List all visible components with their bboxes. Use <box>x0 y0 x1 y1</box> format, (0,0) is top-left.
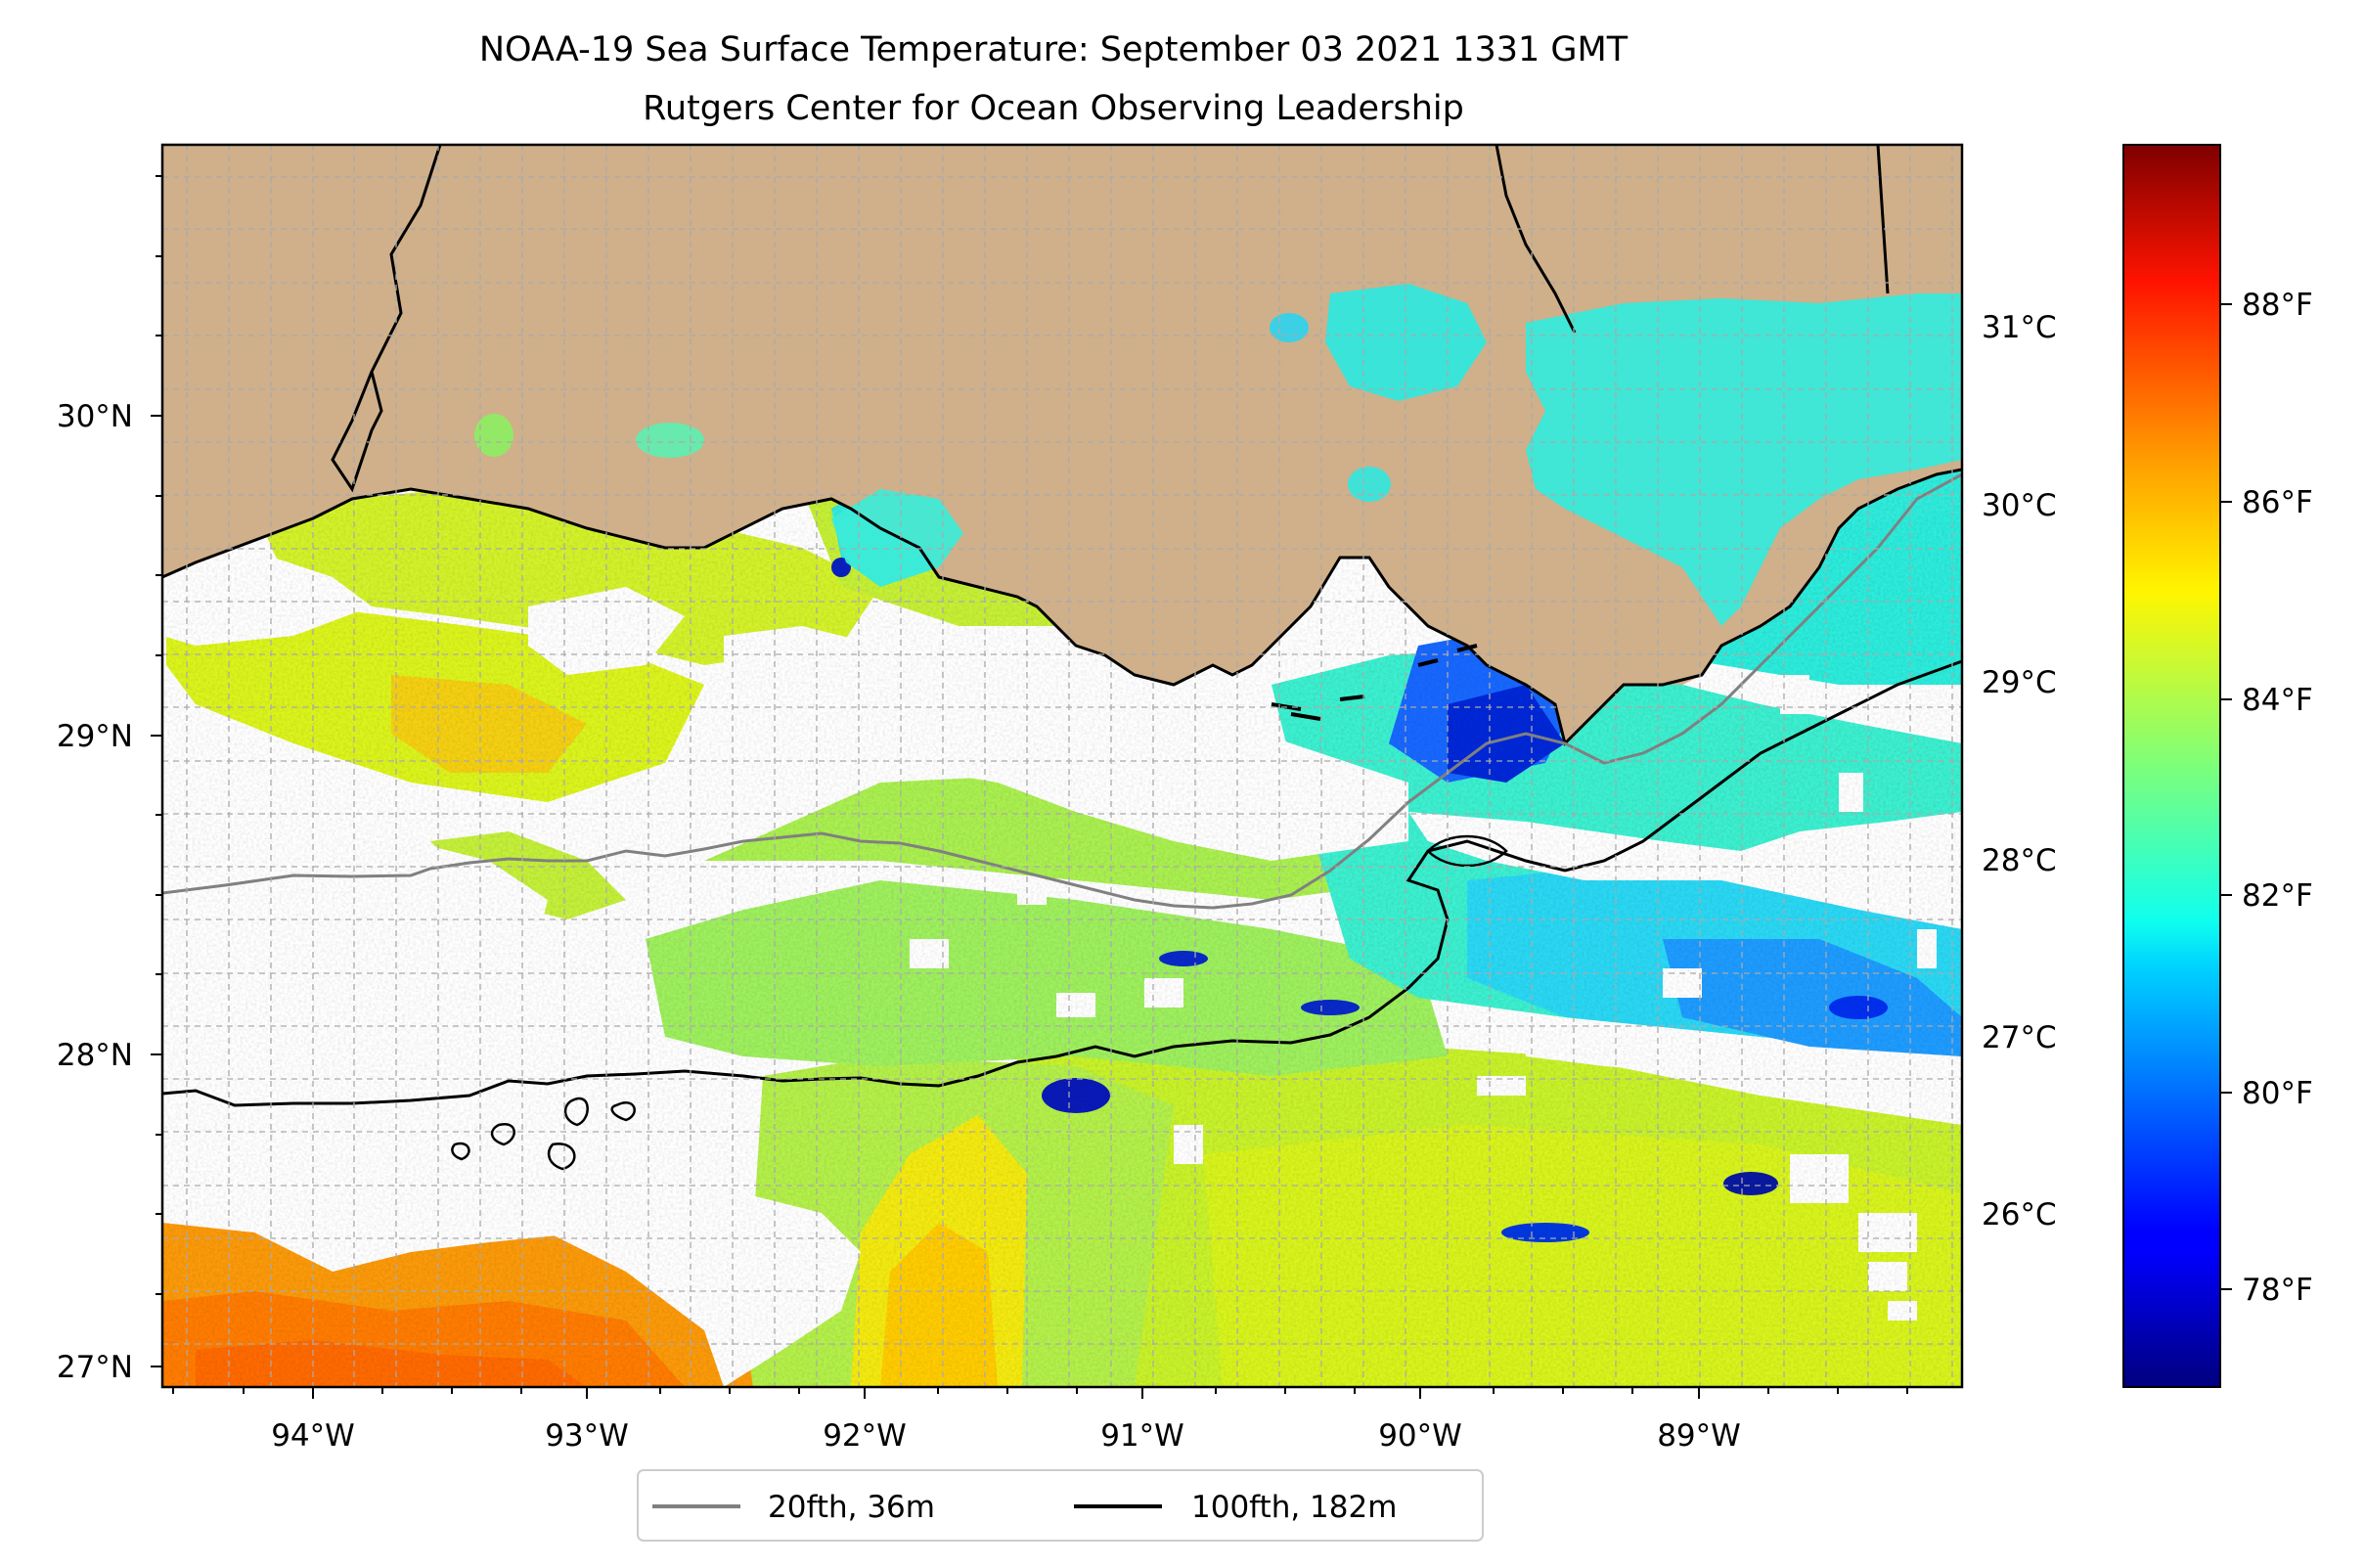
lon-label: 93°W <box>545 1418 629 1454</box>
legend-label-20fth: 20fth, 36m <box>768 1490 935 1525</box>
lat-label: 27°N <box>57 1350 133 1385</box>
state-border <box>1495 145 1577 334</box>
lon-label: 90°W <box>1378 1418 1462 1454</box>
chart-title: NOAA-19 Sea Surface Temperature: Septemb… <box>479 30 1629 69</box>
legend: 20fth, 36m 100fth, 182m <box>637 1469 1484 1542</box>
legend-box <box>637 1469 1484 1542</box>
lat-labels: 30°N 29°N 28°N 27°N <box>57 399 133 1385</box>
coastline <box>162 468 1962 746</box>
chart-subtitle: Rutgers Center for Ocean Observing Leade… <box>643 89 1464 128</box>
lat-ticks <box>151 175 162 1367</box>
lon-label: 92°W <box>823 1418 907 1454</box>
lon-ticks <box>172 1387 1908 1399</box>
celsius-label: 31°C <box>1982 310 2057 345</box>
celsius-label: 26°C <box>1982 1197 2057 1232</box>
land-coast <box>162 145 1962 743</box>
lon-label: 89°W <box>1657 1418 1741 1454</box>
lat-label: 30°N <box>57 399 133 434</box>
legend-label-100fth: 100fth, 182m <box>1191 1490 1397 1525</box>
colorbar-label: 82°F <box>2242 878 2313 914</box>
celsius-label: 27°C <box>1982 1020 2057 1055</box>
isobath-100fth <box>162 659 1962 1107</box>
chandeleur-sound <box>1526 293 1962 626</box>
isobath-20fth <box>162 472 1962 910</box>
state-border-ms <box>1876 145 1890 294</box>
colorbar-label: 88°F <box>2242 288 2313 323</box>
calcasieu-lake <box>474 414 513 457</box>
map-area <box>162 145 1962 1387</box>
colorbar-label: 84°F <box>2242 683 2313 718</box>
map-frame <box>160 143 1964 1389</box>
lat-label: 29°N <box>57 719 133 754</box>
colorbar-label: 78°F <box>2242 1273 2313 1308</box>
sabine-river <box>331 145 442 493</box>
lat-label: 28°N <box>57 1038 133 1073</box>
celsius-label: 28°C <box>1982 843 2057 878</box>
lon-label: 94°W <box>271 1418 355 1454</box>
colorbar: 88°F 86°F 84°F 82°F 80°F 78°F <box>2122 144 2313 1388</box>
colorbar-label: 80°F <box>2242 1076 2313 1111</box>
lon-label: 91°W <box>1100 1418 1184 1454</box>
colorbar-gradient <box>2122 144 2221 1388</box>
white-lake <box>636 423 704 458</box>
celsius-label: 30°C <box>1982 488 2057 523</box>
colorbar-label: 86°F <box>2242 485 2313 520</box>
celsius-label: 29°C <box>1982 665 2057 700</box>
celsius-axis: 31°C 30°C 29°C 28°C 27°C 26°C <box>1982 310 2057 1232</box>
lon-labels: 94°W 93°W 92°W 91°W 90°W 89°W <box>271 1418 1741 1454</box>
